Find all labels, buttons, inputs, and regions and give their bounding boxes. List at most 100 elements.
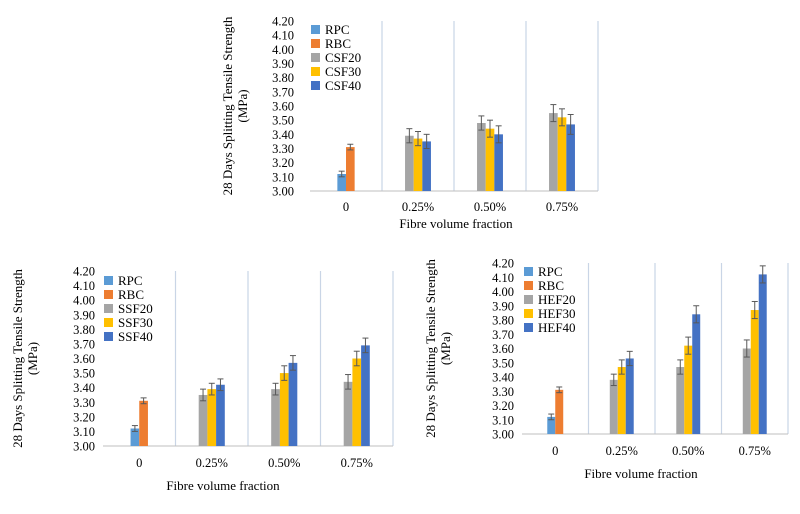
y-tick-label: 3.70 — [73, 337, 95, 351]
y-axis-title-line: (MPa) — [25, 342, 40, 375]
y-tick-label: 3.20 — [492, 399, 514, 413]
legend-swatch — [311, 53, 320, 62]
bar — [742, 348, 751, 434]
bar — [676, 367, 685, 434]
y-axis-title: 28 Days Splitting Tensile Strength(MPa) — [220, 16, 250, 195]
x-tick-label: 0.25% — [402, 200, 434, 214]
y-axis-title-line: 28 Days Splitting Tensile Strength — [423, 259, 438, 438]
y-tick-label: 3.30 — [73, 396, 95, 410]
y-axis-title-line: 28 Days Splitting Tensile Strength — [10, 269, 25, 448]
x-tick-label: 0 — [136, 456, 142, 470]
bar — [758, 274, 767, 434]
y-axis-title: 28 Days Splitting Tensile Strength(MPa) — [423, 259, 453, 438]
legend-swatch — [104, 318, 113, 327]
y-tick-label: 3.70 — [492, 328, 514, 342]
y-tick-label: 3.60 — [73, 352, 95, 366]
x-tick-label: 0.50% — [672, 444, 704, 458]
x-tick-label: 0.50% — [268, 456, 300, 470]
y-tick-label: 4.00 — [272, 43, 294, 57]
legend-swatch — [524, 309, 533, 318]
y-axis-title-line: 28 Days Splitting Tensile Strength — [220, 16, 235, 195]
y-tick-label: 3.80 — [492, 314, 514, 328]
x-axis-title: Fibre volume fraction — [584, 466, 698, 481]
y-tick-label: 3.60 — [272, 100, 294, 114]
legend-label: SSF40 — [118, 329, 153, 344]
legend-label: RPC — [538, 264, 563, 279]
x-tick-label: 0.50% — [474, 200, 506, 214]
bar — [625, 358, 634, 434]
bar — [609, 379, 618, 434]
x-tick-label: 0.25% — [606, 444, 638, 458]
y-tick-label: 3.70 — [272, 85, 294, 99]
legend-label: RBC — [538, 278, 564, 293]
y-tick-label: 3.60 — [492, 342, 514, 356]
x-axis-title: Fibre volume fraction — [166, 478, 280, 493]
bar — [557, 117, 567, 191]
y-tick-label: 3.00 — [272, 185, 294, 199]
y-tick-label: 3.00 — [73, 440, 95, 454]
legend-swatch — [524, 267, 533, 276]
bar — [547, 416, 556, 434]
legend-label: SSF20 — [118, 301, 153, 316]
y-tick-label: 3.30 — [492, 385, 514, 399]
y-tick-label: 3.40 — [73, 381, 95, 395]
bar — [692, 314, 701, 434]
y-tick-label: 3.10 — [492, 413, 514, 427]
y-tick-label: 4.10 — [492, 271, 514, 285]
x-tick-label: 0.25% — [196, 456, 228, 470]
bar — [130, 428, 140, 446]
y-tick-label: 3.50 — [73, 367, 95, 381]
y-tick-label: 4.20 — [73, 265, 95, 279]
bar — [279, 373, 289, 446]
x-tick-label: 0.75% — [546, 200, 578, 214]
y-tick-label: 4.00 — [73, 294, 95, 308]
bar — [477, 123, 486, 191]
y-tick-label: 3.20 — [272, 156, 294, 170]
y-tick-label: 3.40 — [272, 128, 294, 142]
legend-label: CSF20 — [325, 50, 361, 65]
y-tick-label: 3.90 — [492, 299, 514, 313]
bar — [566, 124, 575, 191]
legend-label: RPC — [118, 273, 143, 288]
y-tick-label: 3.20 — [73, 410, 95, 424]
bar — [413, 138, 423, 191]
legend-swatch — [104, 290, 113, 299]
y-tick-label: 3.10 — [272, 170, 294, 184]
x-tick-label: 0.75% — [739, 444, 771, 458]
legend-swatch — [104, 276, 113, 285]
y-tick-label: 3.30 — [272, 142, 294, 156]
bar — [750, 310, 759, 434]
y-tick-label: 4.20 — [492, 257, 514, 271]
bar — [198, 394, 208, 446]
x-tick-label: 0 — [552, 444, 558, 458]
legend-swatch — [104, 332, 113, 341]
bar — [617, 367, 626, 434]
bar — [271, 389, 280, 446]
legend-label: SSF30 — [118, 315, 153, 330]
bar — [405, 135, 414, 191]
y-tick-label: 3.40 — [492, 371, 514, 385]
y-tick-label: 3.50 — [492, 356, 514, 370]
bar — [494, 134, 503, 191]
chart-top: 3.003.103.203.303.403.503.603.703.803.90… — [220, 15, 599, 231]
x-tick-label: 0.75% — [341, 456, 373, 470]
y-axis-title-line: (MPa) — [438, 332, 453, 365]
legend-label: HEF40 — [538, 320, 576, 335]
bar — [207, 389, 217, 446]
legend-label: RPC — [325, 22, 350, 37]
y-tick-label: 3.80 — [73, 323, 95, 337]
bar — [485, 128, 495, 191]
legend-label: HEF20 — [538, 292, 576, 307]
bar — [361, 345, 370, 446]
y-axis-title: 28 Days Splitting Tensile Strength(MPa) — [10, 269, 40, 448]
y-axis-title-line: (MPa) — [235, 89, 250, 122]
bar — [346, 147, 355, 191]
legend-label: CSF40 — [325, 78, 361, 93]
y-tick-label: 3.10 — [73, 425, 95, 439]
bar — [337, 174, 346, 191]
bar — [288, 362, 298, 446]
y-tick-label: 4.00 — [492, 285, 514, 299]
